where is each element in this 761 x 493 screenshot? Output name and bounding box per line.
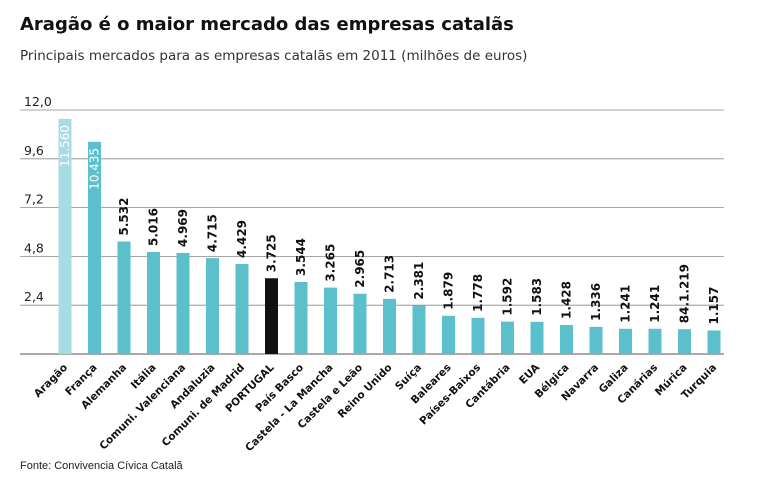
value-label: 5.532: [117, 198, 131, 236]
bar-21: [678, 329, 691, 354]
value-label: 1.241: [648, 285, 662, 323]
value-label: 2.713: [383, 255, 397, 293]
value-label: 3.544: [294, 238, 308, 276]
chart-subtitle: Principais mercados para as empresas cat…: [20, 48, 528, 64]
value-label: 1.592: [501, 278, 515, 316]
value-label: 10.435: [88, 148, 102, 190]
bar-16: [530, 321, 544, 354]
value-label: 4.429: [235, 220, 249, 258]
category-label: EUA: [517, 361, 543, 387]
y-tick-label: 2,4: [24, 289, 44, 304]
bar-0: [58, 118, 72, 355]
value-label: 2.965: [353, 250, 367, 288]
bar-19: [619, 328, 632, 354]
source-note: Fonte: Convivencia Cívica Catalã: [20, 460, 183, 472]
value-label: 1.583: [530, 278, 544, 316]
bar-6: [235, 263, 249, 354]
y-tick-label: 12,0: [24, 94, 52, 109]
bar-1: [88, 141, 101, 354]
y-tick-label: 9,6: [24, 143, 44, 158]
value-label: 1.336: [589, 283, 603, 321]
bar-5: [206, 258, 219, 354]
chart-title: Aragão é o maior mercado das empresas ca…: [20, 14, 514, 35]
y-tick-label: 7,2: [24, 192, 44, 207]
value-label: 4.715: [206, 214, 220, 252]
bar-3: [147, 252, 160, 354]
value-label: 1.879: [442, 272, 456, 310]
value-label: 11.560: [58, 125, 72, 167]
bar-17: [560, 324, 573, 354]
bar-2: [117, 241, 131, 354]
bar-4: [176, 252, 190, 354]
bar-10: [353, 293, 367, 354]
category-label: Reino Unido: [336, 362, 395, 421]
value-label: 3.725: [265, 234, 279, 272]
value-label: 1.157: [707, 287, 721, 325]
value-label: 84.1.219: [678, 264, 692, 323]
value-label: 1.778: [471, 274, 485, 312]
bar-8: [294, 281, 308, 354]
value-label: 5.016: [147, 208, 161, 246]
value-label: 1.241: [619, 285, 633, 323]
value-label: 1.428: [560, 281, 574, 319]
bar-14: [471, 317, 485, 354]
bar-15: [501, 321, 514, 354]
category-label: Aragão: [32, 362, 70, 400]
value-label: 4.969: [176, 209, 190, 247]
bar-20: [648, 328, 662, 354]
value-label: 3.265: [324, 244, 338, 282]
bar-7: [265, 278, 278, 354]
value-label: 2.381: [412, 262, 426, 300]
bar-12: [412, 305, 426, 354]
bar-22: [707, 330, 721, 354]
bar-9: [324, 287, 337, 354]
bar-13: [442, 315, 455, 354]
y-tick-label: 4,8: [24, 240, 44, 255]
bar-18: [589, 326, 603, 354]
bar-11: [383, 298, 396, 354]
